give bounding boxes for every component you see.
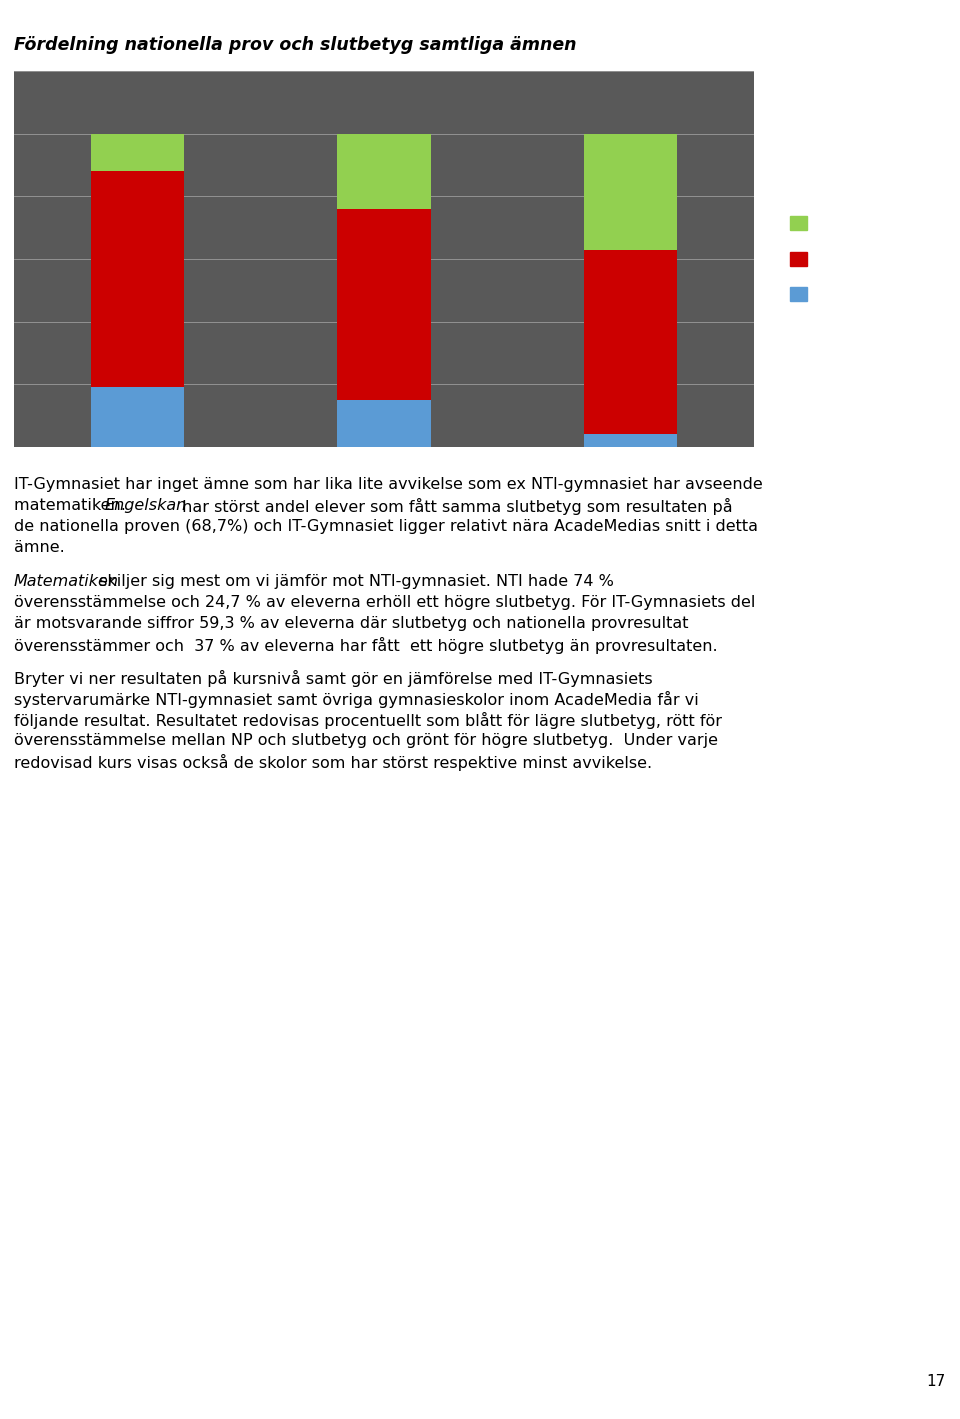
Bar: [91, 172, 184, 387]
Text: skiljer sig mest om vi jämför mot NTI-gymnasiet. NTI hade 74 %: skiljer sig mest om vi jämför mot NTI-gy…: [94, 573, 613, 589]
Bar: [584, 250, 677, 434]
Text: 17: 17: [926, 1374, 946, 1389]
Text: Fördelning nationella prov och slutbetyg samtliga ämnen: Fördelning nationella prov och slutbetyg…: [14, 35, 577, 54]
Bar: [337, 133, 431, 209]
Bar: [91, 133, 184, 172]
Text: Bryter vi ner resultaten på kursnivå samt gör en jämförelse med IT-Gymnasiets: Bryter vi ner resultaten på kursnivå sam…: [14, 670, 653, 687]
Text: ämne.: ämne.: [14, 541, 64, 555]
Text: Engelskan: Engelskan: [105, 498, 187, 514]
Bar: [91, 387, 184, 447]
Text: de nationella proven (68,7%) och IT-Gymnasiet ligger relativt nära AcadeMedias s: de nationella proven (68,7%) och IT-Gymn…: [14, 519, 758, 534]
Bar: [337, 209, 431, 400]
Text: Matematiken: Matematiken: [14, 573, 119, 589]
Text: systervarumärke NTI-gymnasiet samt övriga gymnasieskolor inom AcadeMedia får vi: systervarumärke NTI-gymnasiet samt övrig…: [14, 691, 699, 708]
Legend: Högre, Lika, Lägre: Högre, Lika, Lägre: [790, 216, 855, 302]
Text: överensstämmer och  37 % av eleverna har fått  ett högre slutbetyg än provresult: överensstämmer och 37 % av eleverna har …: [14, 637, 718, 654]
Text: är motsvarande siffror 59,3 % av eleverna där slutbetyg och nationella provresul: är motsvarande siffror 59,3 % av elevern…: [14, 616, 688, 630]
Text: matematiken.: matematiken.: [14, 498, 131, 514]
Text: överensstämmelse mellan NP och slutbetyg och grönt för högre slutbetyg.  Under v: överensstämmelse mellan NP och slutbetyg…: [14, 734, 718, 748]
Text: följande resultat. Resultatet redovisas procentuellt som blått för lägre slutbet: följande resultat. Resultatet redovisas …: [14, 712, 722, 729]
Text: har störst andel elever som fått samma slutbetyg som resultaten på: har störst andel elever som fått samma s…: [177, 498, 732, 515]
Text: redovisad kurs visas också de skolor som har störst respektive minst avvikelse.: redovisad kurs visas också de skolor som…: [14, 753, 652, 771]
Bar: [584, 434, 677, 447]
Bar: [584, 133, 677, 250]
Text: överensstämmelse och 24,7 % av eleverna erhöll ett högre slutbetyg. För IT-Gymna: överensstämmelse och 24,7 % av eleverna …: [14, 595, 756, 610]
Bar: [337, 400, 431, 447]
Text: IT-Gymnasiet har inget ämne som har lika lite avvikelse som ex NTI-gymnasiet har: IT-Gymnasiet har inget ämne som har lika…: [14, 477, 763, 492]
